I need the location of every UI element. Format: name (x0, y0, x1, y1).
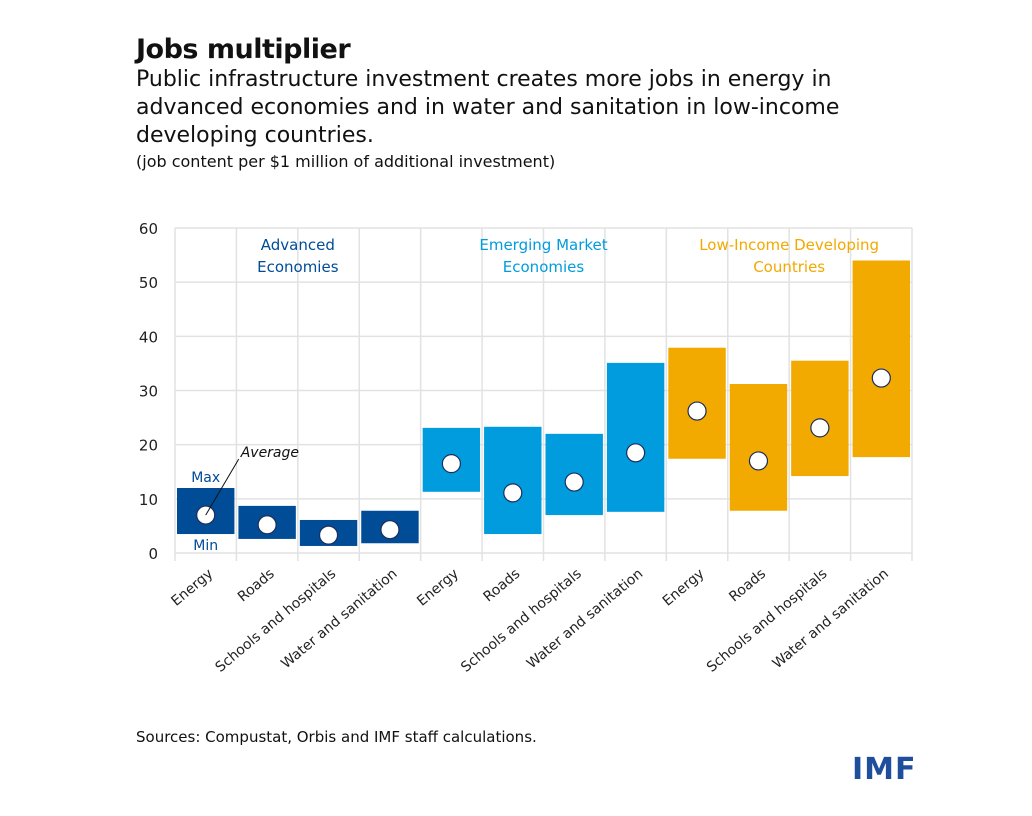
group-label: Economies (257, 258, 339, 276)
group-label: Emerging Market (479, 236, 607, 254)
average-marker (318, 525, 339, 545)
average-marker (257, 515, 277, 535)
average-marker (626, 443, 646, 463)
min-annotation: Min (193, 538, 218, 554)
source-note: Sources: Compustat, Orbis and IMF staff … (136, 728, 537, 746)
average-leader-line (205, 458, 240, 516)
average-annotation: Average (240, 445, 299, 461)
average-marker (441, 454, 461, 474)
x-tick-label: Energy (660, 566, 708, 610)
y-tick-label: 0 (148, 545, 158, 563)
x-tick-label: Water and sanitation (524, 566, 646, 672)
y-tick-label: 20 (139, 437, 158, 455)
range-bar (729, 384, 788, 511)
average-marker (564, 472, 584, 492)
average-marker (380, 520, 400, 540)
range-bar (484, 426, 542, 535)
group-label: Countries (753, 258, 825, 276)
range-bar (852, 260, 910, 458)
x-tick-label: Schools and hospitals (704, 566, 831, 676)
group-label: Economies (503, 258, 585, 276)
range-bar (606, 362, 665, 512)
average-marker (687, 401, 707, 421)
x-tick-label: Roads (235, 566, 278, 606)
x-tick-label: Water and sanitation (278, 566, 400, 672)
x-tick-label: Water and sanitation (770, 566, 892, 672)
x-tick-label: Roads (726, 566, 769, 606)
imf-logo: IMF (852, 752, 917, 787)
average-marker (810, 418, 830, 438)
x-tick-label: Schools and hospitals (458, 566, 585, 676)
group-label: Low-Income Developing (699, 236, 879, 254)
average-marker (871, 368, 891, 388)
chart-units: (job content per $1 million of additiona… (136, 152, 556, 171)
average-marker (748, 451, 769, 471)
x-tick-label: Energy (414, 566, 462, 610)
average-marker (503, 483, 523, 503)
x-tick-label: Schools and hospitals (213, 566, 340, 676)
chart-title: Jobs multiplier (136, 34, 351, 65)
y-tick-label: 50 (139, 274, 158, 292)
x-tick-label: Roads (481, 566, 524, 606)
chart-subtitle: Public infrastructure investment creates… (136, 67, 840, 148)
y-tick-label: 40 (139, 328, 158, 346)
x-tick-label: Energy (168, 566, 216, 610)
max-annotation: Max (191, 470, 220, 486)
group-label: Advanced (261, 236, 335, 254)
y-tick-label: 30 (139, 383, 158, 401)
y-tick-label: 10 (139, 491, 158, 509)
y-tick-label: 60 (139, 220, 158, 238)
